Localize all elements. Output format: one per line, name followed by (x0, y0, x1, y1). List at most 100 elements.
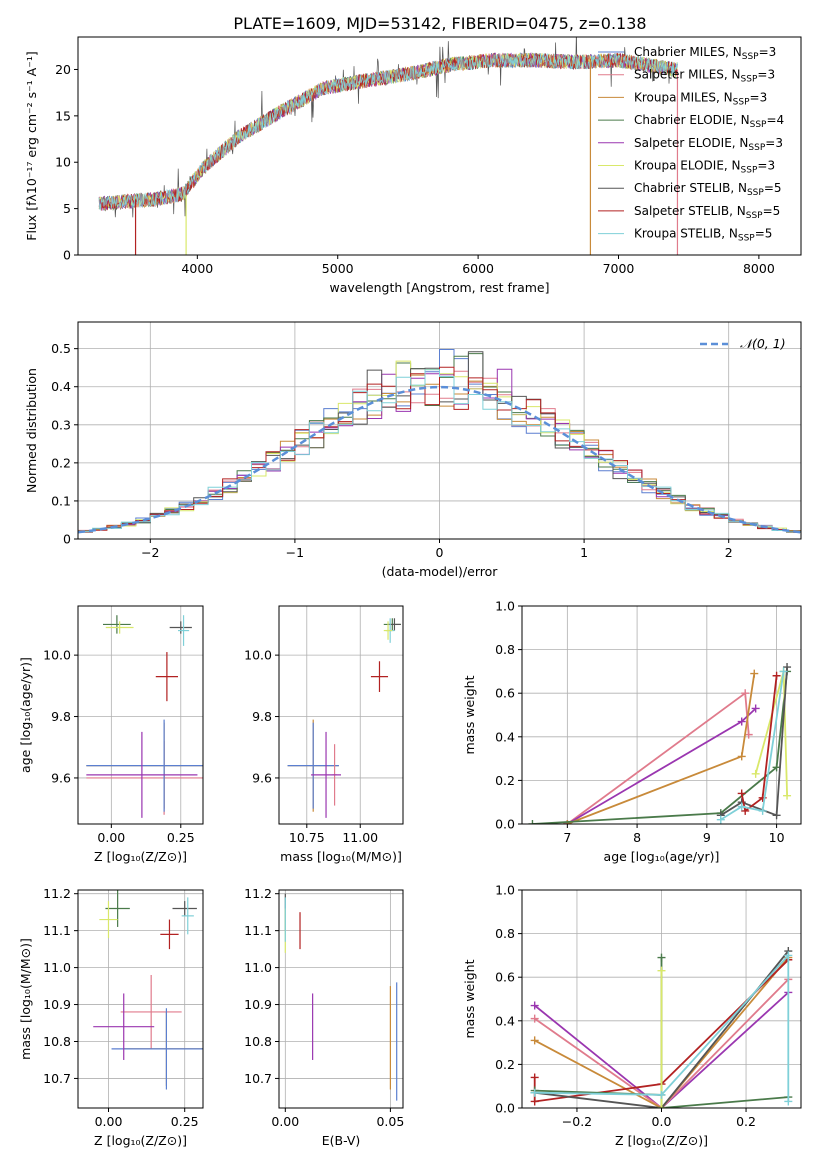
y-axis-label: age [log₁₀(age/yr)] (18, 657, 33, 773)
y-tick-label: 0.1 (51, 493, 71, 508)
weight-line (720, 666, 788, 817)
y-tick-label: 0 (63, 248, 71, 263)
weight-marker (784, 951, 793, 960)
plot-area (98, 37, 679, 255)
weight-line (534, 978, 789, 1108)
weight-marker (530, 1014, 539, 1023)
weight-marker (530, 1088, 539, 1097)
y-tick-label: 11.0 (43, 960, 71, 975)
y-axis-label: mass weight (462, 675, 477, 754)
normal-curve (78, 385, 801, 534)
y-tick-label: 11.2 (244, 886, 272, 901)
legend-label: Chabrier STELIB, NSSP=5 (634, 181, 782, 198)
weight-marker (657, 966, 666, 975)
y-tick-label: 11.1 (43, 923, 71, 938)
weight-marker (751, 769, 760, 778)
weight-marker (530, 1097, 539, 1106)
weight-line (720, 671, 785, 821)
panel-spectrum: 4000 5000 6000 7000 8000 0 5 10 15 20 wavelength [… (24, 36, 802, 295)
weight-marker (716, 815, 725, 824)
weight-marker (751, 704, 760, 713)
weight-marker (741, 689, 750, 698)
weight-marker (741, 806, 750, 815)
weight-marker (737, 789, 746, 798)
legend-label: Salpeter MILES, NSSP=3 (634, 68, 775, 85)
y-axis-label: mass [log₁₀(M/M⊙)] (18, 938, 33, 1060)
x-tick-label: 0 (436, 545, 444, 560)
weight-marker (737, 802, 746, 811)
weight-marker (657, 1104, 666, 1108)
weight-marker (772, 811, 781, 820)
y-tick-label: 9.6 (252, 770, 272, 785)
x-axis-label: Z [log₁₀(Z/Z⊙)] (94, 849, 187, 864)
x-tick-label: −1 (286, 545, 304, 560)
x-axis-label: wavelength [Angstrom, rest frame] (329, 280, 549, 295)
x-tick-label: 10 (769, 830, 785, 845)
plot-area (78, 349, 801, 534)
legend-label: Kroupa STELIB, NSSP=5 (634, 227, 772, 244)
y-tick-label: 20 (55, 62, 71, 77)
panel-age_vs_Z: 0.00 0.25 9.6 9.8 10.0 Z [log₁₀(Z/Z⊙)] age [lo… (18, 605, 204, 864)
weight-line (566, 673, 756, 824)
x-axis-label: mass [log₁₀(M/M⊙)] (280, 849, 402, 864)
plot-area (287, 618, 401, 818)
y-tick-label: 0.4 (51, 379, 71, 394)
x-tick-label: 0.05 (376, 1114, 404, 1129)
figure-title: PLATE=1609, MJD=53142, FIBERID=0475, z=0… (233, 14, 646, 33)
weight-line (534, 953, 790, 1102)
legend-label: Salpeter STELIB, NSSP=5 (634, 204, 780, 221)
weight-marker (750, 669, 759, 678)
y-tick-label: 0.8 (495, 642, 515, 657)
weight-marker (784, 1097, 793, 1106)
y-tick-label: 10.9 (244, 997, 272, 1012)
legend-label: Chabrier ELODIE, NSSP=4 (634, 113, 784, 130)
plot-area (530, 947, 793, 1108)
weight-marker (758, 806, 767, 815)
panel-mass_vs_ebv: 0.00 0.05 10.7 10.8 10.9 11.0 11.1 11.2 E(B-V) (244, 886, 404, 1148)
x-tick-label: 8 (633, 830, 641, 845)
spectrum-line (98, 52, 678, 211)
y-tick-label: 1.0 (495, 883, 515, 898)
plot-area (284, 893, 398, 1101)
x-tick-label: 2 (725, 545, 733, 560)
x-tick-label: −2 (141, 545, 159, 560)
y-tick-label: 11.0 (244, 960, 272, 975)
weight-line (566, 691, 750, 824)
y-tick-label: 1.0 (495, 599, 515, 614)
x-axis-label: (data-model)/error (382, 564, 499, 579)
x-tick-label: 9 (703, 830, 711, 845)
weight-marker (657, 1090, 666, 1099)
weight-marker (737, 752, 746, 761)
x-axis-label: age [log₁₀(age/yr)] (604, 849, 720, 864)
weight-line (740, 675, 778, 813)
weight-line (532, 671, 788, 824)
y-tick-label: 0 (63, 532, 71, 547)
y-tick-label: 9.6 (51, 770, 71, 785)
x-tick-label: 11.00 (342, 830, 378, 845)
x-tick-label: 0.0 (652, 1114, 672, 1129)
panel-weight_vs_age: 7 8 9 10 0.0 0.2 0.4 0.6 0.8 1.0 age [log₁₀(age/yr… (462, 599, 802, 864)
weight-marker (772, 671, 781, 680)
weight-line (534, 950, 790, 1108)
x-tick-label: 7 (563, 830, 571, 845)
y-tick-label: 0.0 (495, 1101, 515, 1116)
legend-label: Kroupa ELODIE, NSSP=3 (634, 159, 775, 176)
y-tick-label: 10.0 (43, 648, 71, 663)
y-tick-label: 0.3 (51, 417, 71, 432)
weight-marker (530, 1001, 539, 1010)
legend-label: Salpeter ELODIE, NSSP=3 (634, 136, 783, 153)
x-tick-label: 7000 (603, 261, 635, 276)
x-tick-label: 0.25 (171, 1114, 199, 1129)
legend-label: 𝒩(0, 1) (740, 336, 786, 351)
y-tick-label: 0.4 (495, 1013, 515, 1028)
axes-frame (77, 605, 204, 825)
weight-marker (530, 1073, 539, 1082)
y-tick-label: 0.2 (495, 1057, 515, 1072)
x-tick-label: −0.2 (562, 1114, 592, 1129)
x-tick-label: 0.00 (271, 1114, 299, 1129)
y-tick-label: 11.2 (43, 886, 71, 901)
x-tick-label: 10.75 (289, 830, 325, 845)
axes-frame (278, 889, 404, 1109)
